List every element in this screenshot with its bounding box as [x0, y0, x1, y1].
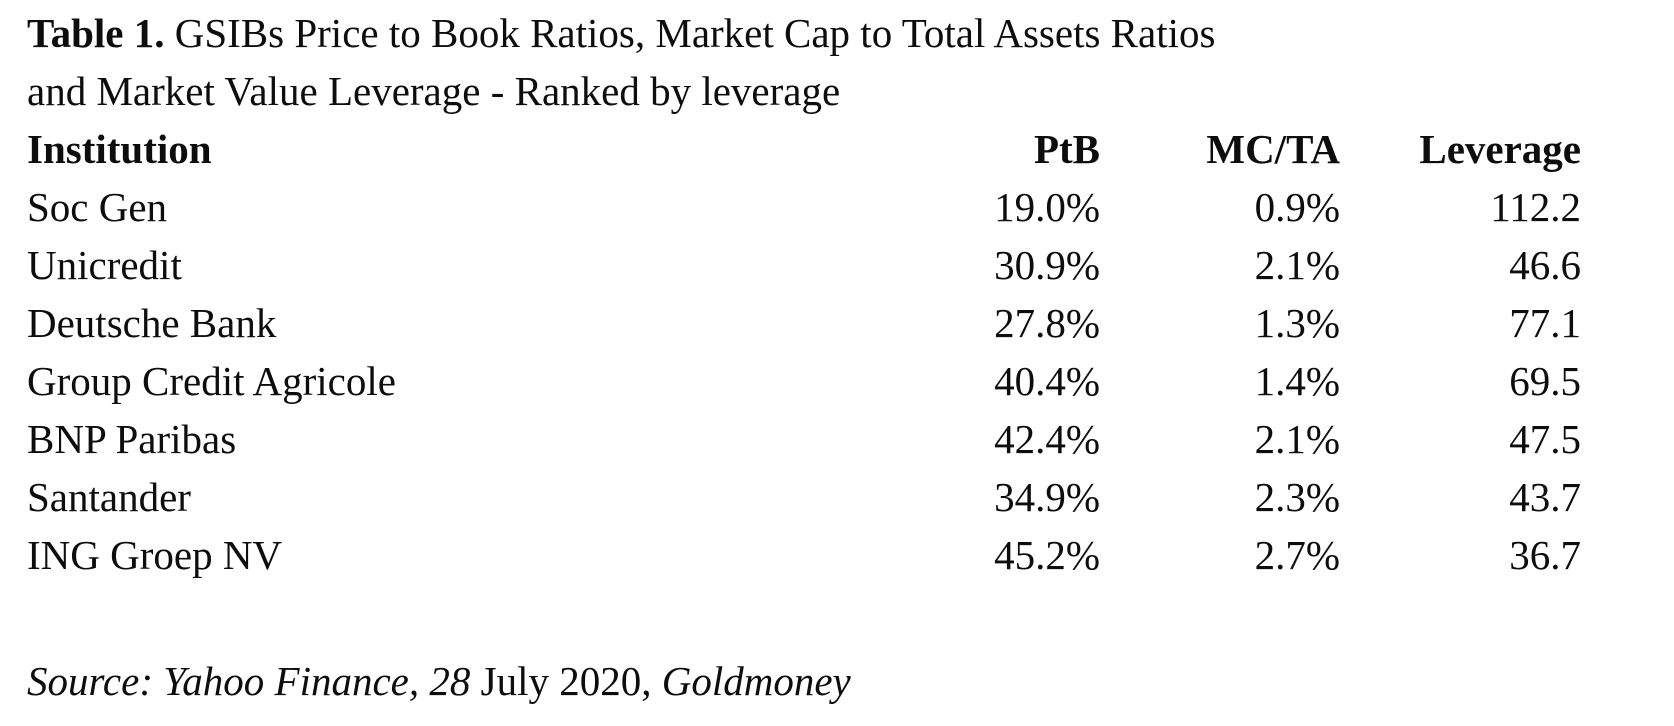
cell-mcta: 2.3% — [1254, 474, 1340, 520]
cell-leverage: 46.6 — [1509, 242, 1581, 288]
cell-ptb: 45.2% — [994, 532, 1100, 578]
col-header-institution: Institution — [27, 126, 212, 172]
source-text-segment: Source: Yahoo Finance, 28 — [27, 658, 471, 704]
cell-ptb: 30.9% — [994, 242, 1100, 288]
table-row: BNP Paribas 42.4% 2.1% 47.5 — [27, 410, 1581, 468]
table-number: Table 1. — [27, 10, 165, 56]
cell-leverage: 36.7 — [1509, 532, 1581, 578]
table-row: ING Groep NV 45.2% 2.7% 36.7 — [27, 526, 1581, 584]
cell-institution: BNP Paribas — [27, 416, 237, 462]
cell-mcta: 2.7% — [1254, 532, 1340, 578]
cell-leverage: 69.5 — [1509, 358, 1581, 404]
cell-leverage: 47.5 — [1509, 416, 1581, 462]
cell-leverage: 112.2 — [1490, 184, 1581, 230]
source-text-segment: Goldmoney — [661, 658, 851, 704]
cell-leverage: 77.1 — [1509, 300, 1581, 346]
cell-institution: ING Groep NV — [27, 532, 283, 578]
col-header-mcta: MC/TA — [1206, 126, 1340, 172]
table-row: Group Credit Agricole 40.4% 1.4% 69.5 — [27, 352, 1581, 410]
cell-institution: Soc Gen — [27, 184, 168, 230]
cell-ptb: 40.4% — [994, 358, 1100, 404]
table-header-row: Institution PtB MC/TA Leverage — [27, 120, 1581, 178]
document: Table 1. GSIBs Price to Book Ratios, Mar… — [27, 4, 1674, 710]
table-row: Unicredit 30.9% 2.1% 46.6 — [27, 236, 1581, 294]
cell-ptb: 42.4% — [994, 416, 1100, 462]
table-body: Soc Gen 19.0% 0.9% 112.2 Unicredit 30.9% 2.1% 4… — [27, 178, 1581, 584]
table-title-line2: and Market Value Leverage - Ranked by le… — [27, 68, 841, 114]
table-row: Santander 34.9% 2.3% 43.7 — [27, 468, 1581, 526]
gsib-ratios-table: Institution PtB MC/TA Leverage Soc Gen 19… — [27, 120, 1581, 584]
col-header-leverage: Leverage — [1419, 126, 1581, 172]
cell-mcta: 2.1% — [1254, 242, 1340, 288]
cell-ptb: 19.0% — [994, 184, 1100, 230]
col-header-ptb: PtB — [1033, 126, 1100, 172]
cell-leverage: 43.7 — [1509, 474, 1581, 520]
cell-mcta: 1.4% — [1254, 358, 1340, 404]
cell-mcta: 2.1% — [1254, 416, 1340, 462]
table-row: Deutsche Bank 27.8% 1.3% 77.1 — [27, 294, 1581, 352]
cell-ptb: 34.9% — [994, 474, 1100, 520]
table-row: Soc Gen 19.0% 0.9% 112.2 — [27, 178, 1581, 236]
cell-institution: Unicredit — [27, 242, 182, 288]
cell-institution: Group Credit Agricole — [27, 358, 396, 404]
cell-mcta: 1.3% — [1254, 300, 1340, 346]
table-title-text: GSIBs Price to Book Ratios, Market Cap t… — [164, 10, 1216, 56]
cell-institution: Deutsche Bank — [27, 300, 277, 346]
source-text-segment: July 2020, — [470, 658, 662, 704]
cell-institution: Santander — [27, 474, 191, 520]
table-title-line1: Table 1. GSIBs Price to Book Ratios, Mar… — [27, 4, 1674, 62]
source-line: Source: Yahoo Finance, 28 July 2020, Gol… — [27, 652, 1674, 710]
cell-ptb: 27.8% — [994, 300, 1100, 346]
cell-mcta: 0.9% — [1254, 184, 1340, 230]
